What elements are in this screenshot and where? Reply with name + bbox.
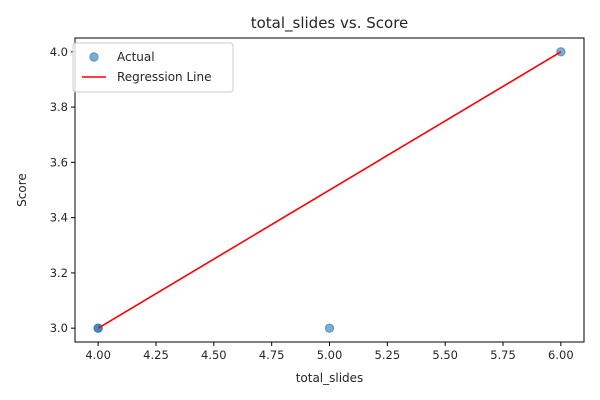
- legend-label: Regression Line: [117, 70, 211, 84]
- y-axis-label: Score: [15, 173, 29, 207]
- y-tick-label: 3.6: [50, 155, 68, 169]
- x-tick-label: 5.50: [432, 348, 458, 362]
- y-tick-label: 3.0: [50, 321, 68, 335]
- x-tick-label: 5.25: [375, 348, 401, 362]
- regression-line: [97, 51, 562, 329]
- legend: Actual Regression Line: [72, 42, 234, 93]
- y-tick-label: 3.8: [50, 100, 68, 114]
- x-tick-label: 6.00: [548, 348, 574, 362]
- x-tick-label: 5.00: [317, 348, 343, 362]
- x-tick-label: 4.25: [143, 348, 169, 362]
- legend-box: [72, 42, 234, 93]
- x-axis: 4.00 4.25 4.50 4.75 5.00 5.25 5.50 5.75 6.00: [85, 342, 574, 362]
- x-tick-label: 4.50: [201, 348, 227, 362]
- y-tick-label: 4.0: [50, 45, 68, 59]
- legend-label: Actual: [117, 50, 155, 64]
- y-axis: 3.0 3.2 3.4 3.6 3.8 4.0: [50, 45, 75, 335]
- y-tick-label: 3.4: [50, 211, 68, 225]
- x-tick-label: 4.75: [259, 348, 285, 362]
- y-tick-label: 3.2: [50, 266, 68, 280]
- data-point: [324, 323, 335, 333]
- legend-marker-actual: [89, 52, 99, 62]
- data-marks: [93, 47, 566, 333]
- x-tick-label: 5.75: [490, 348, 516, 362]
- chart-title: total_slides vs. Score: [251, 14, 409, 33]
- x-axis-label: total_slides: [296, 371, 364, 385]
- x-tick-label: 4.00: [85, 348, 111, 362]
